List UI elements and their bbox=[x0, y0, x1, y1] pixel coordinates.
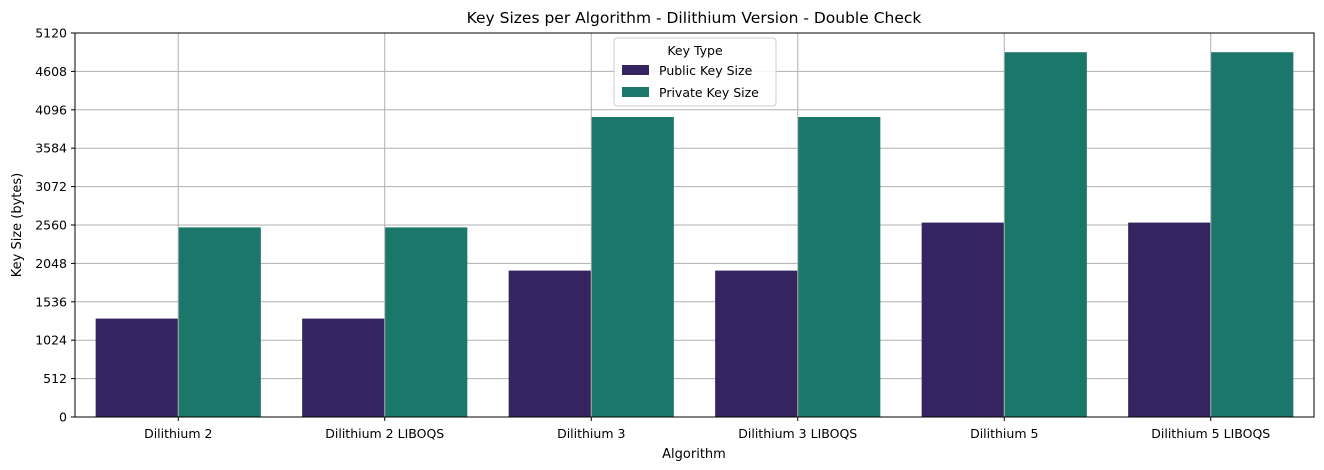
y-tick-label: 2048 bbox=[35, 256, 67, 271]
x-tick-label: Dilithium 3 LIBOQS bbox=[738, 426, 857, 441]
bar-private-key bbox=[1210, 52, 1294, 417]
legend-label: Public Key Size bbox=[659, 63, 753, 78]
x-tick-label: Dilithium 2 LIBOQS bbox=[325, 426, 444, 441]
bar-private-key bbox=[797, 117, 881, 417]
legend-swatch bbox=[622, 65, 649, 75]
y-tick-label: 1536 bbox=[35, 294, 67, 309]
y-axis: 0 512 1024 1536 2048 2560 3072 3584 4096 4608 5120 bbox=[35, 26, 75, 425]
legend: Key Type Public Key Size Private Key Size bbox=[613, 37, 777, 107]
legend-swatch bbox=[622, 87, 649, 97]
y-tick-label: 4096 bbox=[35, 102, 67, 117]
y-tick-label: 512 bbox=[43, 371, 67, 386]
y-tick-label: 3584 bbox=[35, 141, 67, 156]
bar-public-key bbox=[1128, 222, 1211, 417]
x-tick-label: Dilithium 5 bbox=[970, 426, 1038, 441]
bars bbox=[95, 52, 1294, 417]
y-tick-label: 5120 bbox=[35, 26, 67, 41]
y-tick-label: 0 bbox=[59, 410, 67, 425]
x-axis: Dilithium 2 Dilithium 2 LIBOQS Dilithium 3… bbox=[144, 417, 1270, 441]
vertical-grid-lines bbox=[177, 33, 1212, 417]
y-tick-label: 3072 bbox=[35, 179, 67, 194]
legend-title: Key Type bbox=[667, 43, 723, 58]
y-tick-label: 2560 bbox=[35, 218, 67, 233]
y-axis-title: Key Size (bytes) bbox=[10, 173, 25, 277]
x-tick-label: Dilithium 3 bbox=[557, 426, 625, 441]
x-tick-label: Dilithium 5 LIBOQS bbox=[1151, 426, 1270, 441]
x-axis-title: Algorithm bbox=[662, 447, 726, 462]
bar-private-key bbox=[178, 227, 261, 417]
legend-items: Public Key Size Private Key Size bbox=[622, 63, 759, 100]
bar-public-key bbox=[95, 318, 179, 417]
y-tick-label: 4608 bbox=[35, 64, 67, 79]
bar-public-key bbox=[715, 270, 798, 417]
chart-title: Key Sizes per Algorithm - Dilithium Vers… bbox=[467, 9, 922, 27]
bar-public-key bbox=[302, 318, 385, 417]
y-tick-label: 1024 bbox=[35, 333, 67, 348]
legend-label: Private Key Size bbox=[659, 85, 759, 100]
legend-box bbox=[613, 37, 777, 107]
bar-private-key bbox=[384, 227, 468, 417]
bar-public-key bbox=[921, 222, 1005, 417]
bar-private-key bbox=[1004, 52, 1087, 417]
bar-private-key bbox=[591, 117, 674, 417]
bar-public-key bbox=[508, 270, 592, 417]
x-tick-label: Dilithium 2 bbox=[144, 426, 212, 441]
